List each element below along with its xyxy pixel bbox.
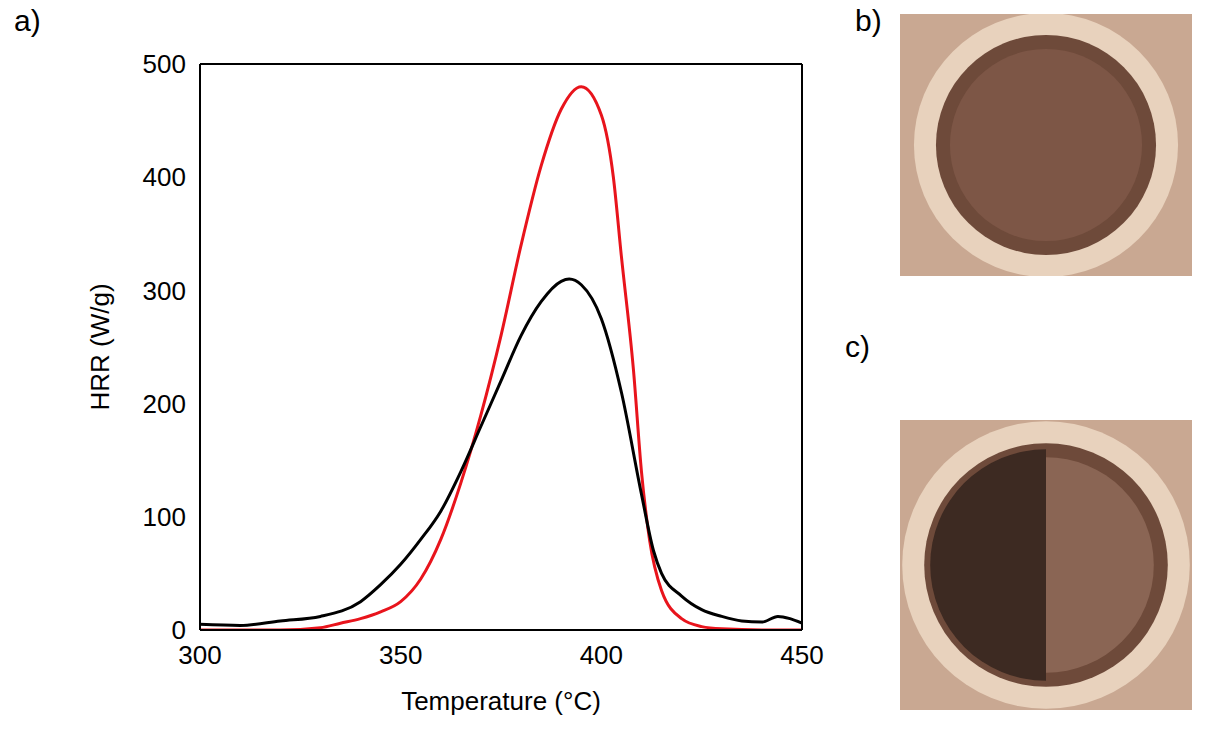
svg-text:200: 200 [143, 389, 186, 419]
svg-text:Temperature (°C): Temperature (°C) [401, 686, 601, 716]
svg-text:300: 300 [143, 276, 186, 306]
svg-text:450: 450 [780, 640, 823, 670]
svg-text:500: 500 [143, 49, 186, 79]
svg-text:350: 350 [379, 640, 422, 670]
svg-text:HRR (W/g): HRR (W/g) [85, 283, 115, 410]
svg-text:400: 400 [143, 162, 186, 192]
html-text:c): c) [845, 330, 870, 363]
html-text:a): a) [14, 4, 41, 37]
html-text:b): b) [855, 4, 882, 37]
svg-text:100: 100 [143, 502, 186, 532]
svg-text:400: 400 [580, 640, 623, 670]
svg-text:0: 0 [172, 615, 186, 645]
svg-text:300: 300 [178, 640, 222, 671]
